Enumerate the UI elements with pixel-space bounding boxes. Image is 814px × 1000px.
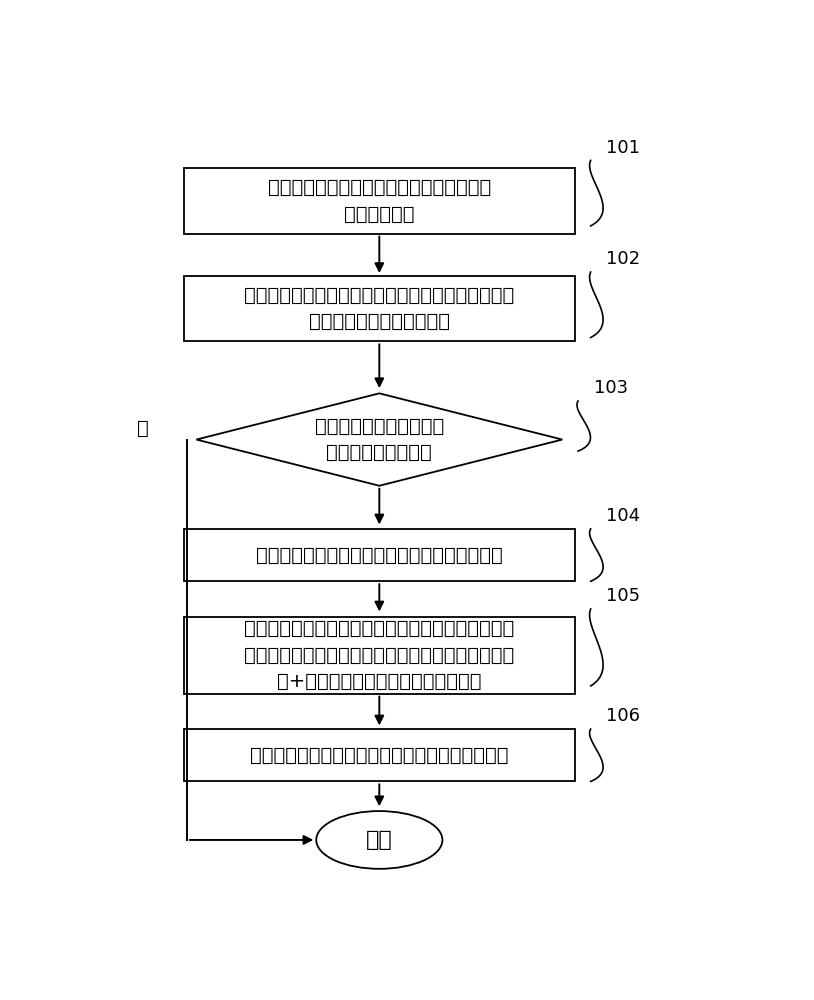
Text: 获取该组高速差分信号过孔的坐标，孔径等参数: 获取该组高速差分信号过孔的坐标，孔径等参数 xyxy=(256,546,503,565)
Text: 104: 104 xyxy=(606,507,641,525)
Text: 通过人机交互弹出窗口，让布线工程师设置反焊盘孔
径的大小，那么反焊盘的半径是布线工程师输入的数
据+选择的过孔半径的和的预定倍数。: 通过人机交互弹出窗口，让布线工程师设置反焊盘孔 径的大小，那么反焊盘的半径是布线… xyxy=(244,619,514,691)
Text: 102: 102 xyxy=(606,250,641,268)
Text: 否: 否 xyxy=(137,418,149,438)
Text: 101: 101 xyxy=(606,139,641,157)
Text: 106: 106 xyxy=(606,707,641,725)
Text: 结束: 结束 xyxy=(366,830,392,850)
Text: 103: 103 xyxy=(594,379,628,397)
FancyBboxPatch shape xyxy=(184,529,575,581)
Text: 105: 105 xyxy=(606,587,641,605)
Polygon shape xyxy=(196,393,562,486)
Text: 通过获取的参数，在各个负片层创建禁止布线区。: 通过获取的参数，在各个负片层创建禁止布线区。 xyxy=(250,746,509,765)
Text: 是否需要执行对该高速信
号过孔添加反焊盘？: 是否需要执行对该高速信 号过孔添加反焊盘？ xyxy=(315,417,444,462)
FancyBboxPatch shape xyxy=(184,729,575,781)
Ellipse shape xyxy=(316,811,443,869)
FancyBboxPatch shape xyxy=(184,276,575,341)
Text: 布线工程师根据高亮高速信号差分过孔，逐个选择操
作需要添加反焊盘的过孔。: 布线工程师根据高亮高速信号差分过孔，逐个选择操 作需要添加反焊盘的过孔。 xyxy=(244,286,514,331)
Text: 获取单板上所有高速差分走线的过孔信息，
并高亮显示。: 获取单板上所有高速差分走线的过孔信息， 并高亮显示。 xyxy=(268,178,491,224)
FancyBboxPatch shape xyxy=(184,617,575,694)
FancyBboxPatch shape xyxy=(184,168,575,234)
